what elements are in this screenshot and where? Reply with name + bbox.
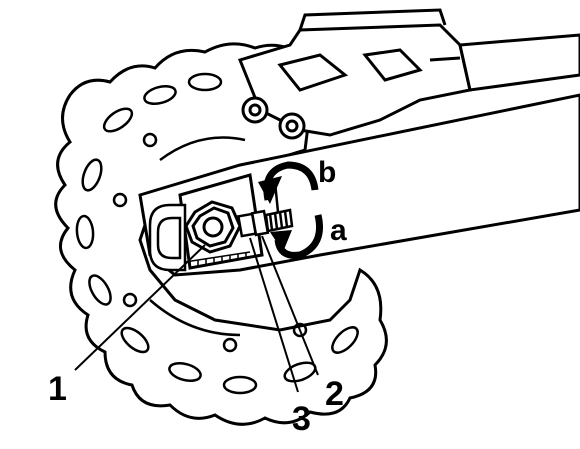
callout-leader-lines: [74, 235, 319, 393]
brake-caliper: [237, 8, 472, 140]
rotation-arrow-a: [270, 214, 323, 259]
axle-nut: [184, 200, 242, 254]
arrow-label-a: a: [330, 214, 347, 247]
alignment-scale-marks: [184, 251, 251, 267]
disc-cutouts: [75, 72, 359, 395]
rotation-arrow-b: [258, 161, 319, 204]
caliper-bracket: [458, 33, 580, 92]
callout-label-1: 1: [48, 370, 67, 408]
callout-label-2: 2: [325, 375, 344, 413]
axle-slot: [148, 203, 187, 272]
adjusting-bolt: [236, 180, 294, 238]
brake-disc: [54, 42, 388, 426]
callout-label-3: 3: [292, 400, 311, 438]
arrow-label-b: b: [318, 156, 336, 189]
